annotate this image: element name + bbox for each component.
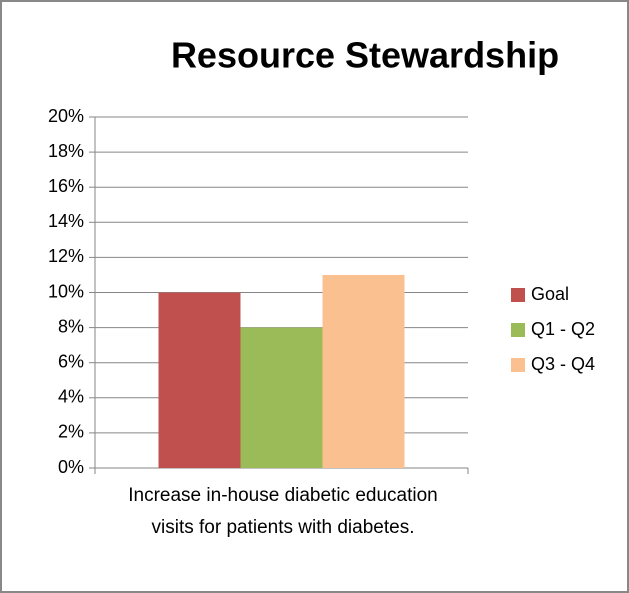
legend-swatch	[511, 323, 525, 337]
chart-title: Resource Stewardship	[171, 35, 559, 76]
y-tick-label: 20%	[48, 106, 84, 126]
legend-swatch	[511, 288, 525, 302]
y-tick-label: 18%	[48, 141, 84, 161]
y-tick-label: 16%	[48, 176, 84, 196]
y-tick-label: 6%	[58, 351, 84, 371]
y-tick-label: 10%	[48, 281, 84, 301]
legend-label: Goal	[531, 284, 569, 304]
legend-label: Q3 - Q4	[531, 354, 595, 374]
bar	[158, 292, 241, 468]
legend-swatch	[511, 358, 525, 372]
bar	[322, 274, 405, 468]
y-tick-label: 4%	[58, 387, 84, 407]
y-tick-label: 12%	[48, 246, 84, 266]
legend-label: Q1 - Q2	[531, 319, 595, 339]
y-tick-label: 0%	[58, 457, 84, 477]
bar	[240, 327, 323, 468]
y-tick-label: 8%	[58, 316, 84, 336]
x-tick-label: Increase in-house diabetic education vis…	[128, 485, 438, 538]
y-tick-label: 14%	[48, 211, 84, 231]
y-tick-label: 2%	[58, 422, 84, 442]
